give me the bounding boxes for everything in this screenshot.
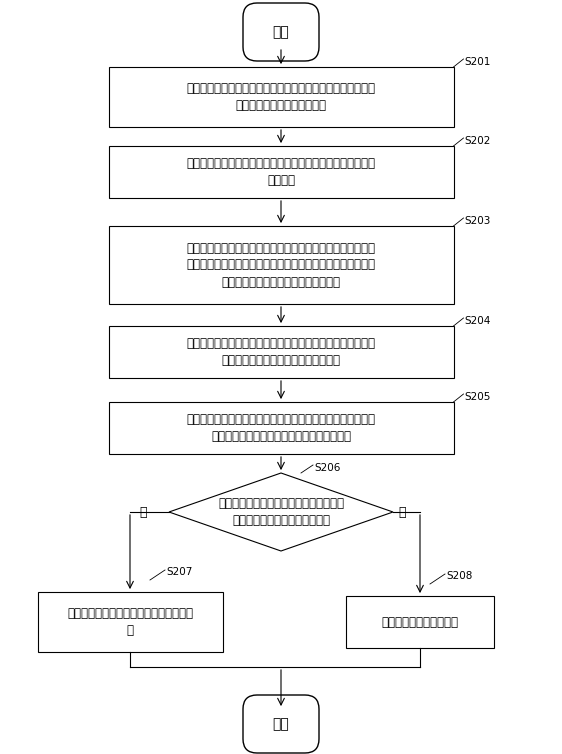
Text: 当同时接收到多个上层调用者的调用请求时，采用预设的驱动
模块分别执行对应的驱动操作: 当同时接收到多个上层调用者的调用请求时，采用预设的驱动 模块分别执行对应的驱动操… (187, 82, 375, 112)
Bar (108, 67, 454, 127)
FancyBboxPatch shape (243, 3, 319, 61)
Text: 否: 否 (398, 505, 406, 519)
Text: S208: S208 (446, 571, 473, 581)
Text: S204: S204 (465, 316, 491, 326)
Text: S207: S207 (166, 567, 192, 577)
Text: 结束: 结束 (273, 717, 289, 731)
Text: 当对应的上层调用者退出时，删除所述驱动层接口中对应的注
册句柄和所述驱动层服务模块对应的窗口句柄: 当对应的上层调用者退出时，删除所述驱动层接口中对应的注 册句柄和所述驱动层服务模… (187, 413, 375, 443)
Text: S205: S205 (465, 392, 491, 402)
Text: S203: S203 (465, 216, 491, 226)
Bar (108, 146, 454, 198)
Bar (108, 402, 454, 454)
Bar (108, 226, 454, 304)
Text: 当在所述驱动层接口中分别生成对应的注册句柄时，在预设的
驱动层服务模块中生成对应的窗口句柄: 当在所述驱动层接口中分别生成对应的注册句柄时，在预设的 驱动层服务模块中生成对应… (187, 337, 375, 367)
Text: 当相应的驱动操作执行完毕时，采用预设的驱动层服务模块基
于所述驱动操作的执行结果生成包括对应的注册句柄的执行结
果消息事件并发送至对应的上层调用者: 当相应的驱动操作执行完毕时，采用预设的驱动层服务模块基 于所述驱动操作的执行结果… (187, 241, 375, 289)
Bar (108, 326, 454, 378)
Text: 在预设的驱动层接口中分别生成与所述上层调用者一一对应的
注册句柄: 在预设的驱动层接口中分别生成与所述上层调用者一一对应的 注册句柄 (187, 157, 375, 187)
Bar (38, 592, 223, 652)
Text: 将所述驱动层服务模块继续保持在开启状
态: 将所述驱动层服务模块继续保持在开启状 态 (67, 607, 193, 637)
Text: 关闭所述驱动层服务模块: 关闭所述驱动层服务模块 (382, 615, 459, 629)
Polygon shape (169, 473, 393, 551)
Text: 是: 是 (139, 505, 147, 519)
Text: S206: S206 (314, 463, 341, 473)
Text: S201: S201 (465, 57, 491, 67)
Text: 开始: 开始 (273, 25, 289, 39)
Text: S202: S202 (465, 136, 491, 146)
Bar (346, 596, 494, 648)
Text: 当所述驱动层接口关闭时，判断所述驱动
层服务模块中是否存在窗口句柄: 当所述驱动层接口关闭时，判断所述驱动 层服务模块中是否存在窗口句柄 (218, 497, 344, 527)
FancyBboxPatch shape (243, 695, 319, 753)
